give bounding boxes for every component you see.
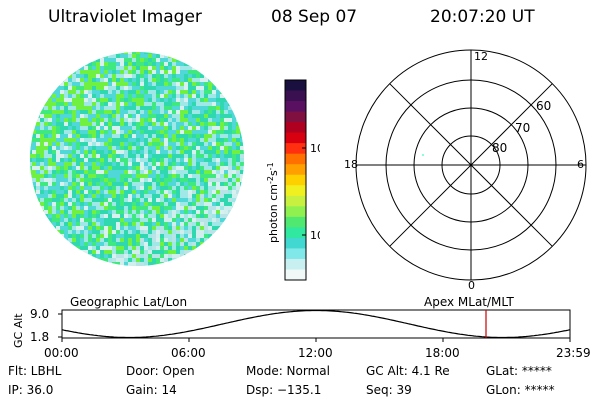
- colorbar-tick-10: 10: [310, 229, 320, 242]
- mlat-label-60: 60: [536, 99, 551, 113]
- mlat-label-70: 70: [515, 121, 530, 135]
- door-info: Door: Open: [126, 364, 195, 378]
- time-tick-1: 06:00: [171, 346, 206, 360]
- time-tick-2: 12:00: [298, 346, 333, 360]
- auroral-image: [30, 52, 244, 266]
- mlt-label-18: 18: [344, 158, 358, 171]
- colorbar: 100 10 photon cm-2s-1: [266, 79, 320, 281]
- y-tick-top: 9.0: [30, 307, 49, 321]
- mlt-label-0: 0: [468, 279, 475, 290]
- y-tick-bottom: 1.8: [30, 330, 49, 344]
- time-label: 20:07:20 UT: [430, 7, 535, 27]
- polar-grid: 12 18 6 0 60 70 80: [344, 49, 587, 290]
- gc-alt-axis-label: GC Alt: [12, 313, 25, 348]
- geographic-label: Geographic Lat/Lon: [70, 295, 188, 309]
- apex-label: Apex MLat/MLT: [424, 295, 514, 309]
- mode-info: Mode: Normal: [246, 364, 330, 378]
- glon-info: GLon: *****: [486, 383, 555, 397]
- colorbar-tick-100: 100: [310, 142, 320, 155]
- gc-alt-timeline: GC Alt 9.0 1.8 00:00 06:00 12:00 18:00 2…: [12, 307, 591, 360]
- dsp-info: Dsp: −135.1: [246, 383, 322, 397]
- colorbar-unit-label: photon cm-2s-1: [266, 162, 281, 243]
- mlt-label-12: 12: [474, 50, 488, 63]
- glat-info: GLat: *****: [486, 364, 552, 378]
- gc-alt-info: GC Alt: 4.1 Re: [366, 364, 450, 378]
- time-tick-0: 00:00: [44, 346, 79, 360]
- seq-info: Seq: 39: [366, 383, 412, 397]
- filter-info: Flt: LBHL: [8, 364, 62, 378]
- mlt-label-6: 6: [577, 158, 584, 171]
- date-label: 08 Sep 07: [271, 7, 358, 27]
- mlat-label-80: 80: [492, 141, 507, 155]
- gain-info: Gain: 14: [126, 383, 177, 397]
- instrument-title: Ultraviolet Imager: [48, 7, 202, 27]
- time-tick-4: 23:59: [556, 346, 591, 360]
- time-tick-3: 18:00: [425, 346, 460, 360]
- ip-info: IP: 36.0: [8, 383, 54, 397]
